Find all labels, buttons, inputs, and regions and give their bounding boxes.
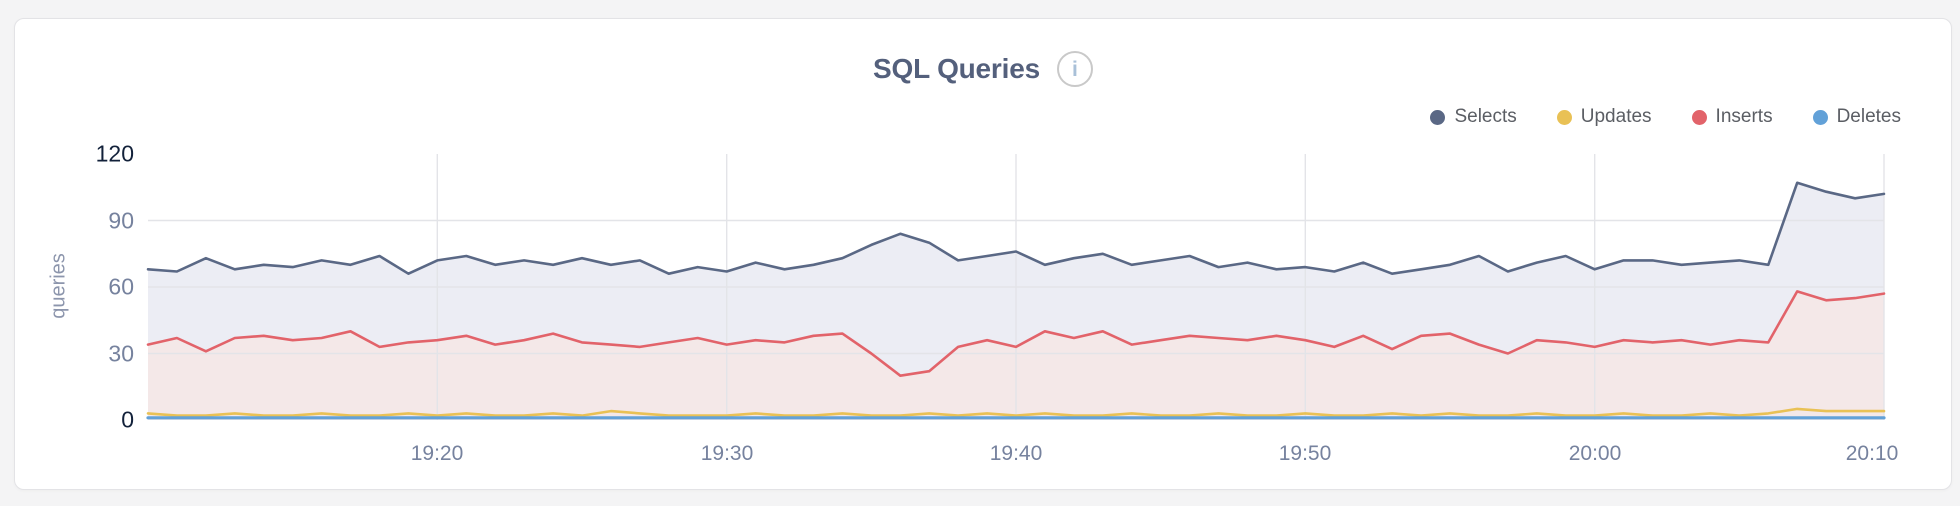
legend-item-selects[interactable]: Selects <box>1430 106 1517 128</box>
legend-label-inserts: Inserts <box>1715 106 1773 127</box>
sql-queries-panel: SQL Queries i Selects Updates Inserts De… <box>14 18 1952 490</box>
y-tick-label-120: 120 <box>95 140 134 167</box>
line-inserts <box>146 290 1886 377</box>
legend-label-updates: Updates <box>1580 106 1652 127</box>
legend-item-deletes[interactable]: Deletes <box>1812 106 1901 128</box>
chart-legend: Selects Updates Inserts Deletes <box>1430 106 1901 128</box>
x-tick-label-1950: 19:50 <box>1278 442 1332 465</box>
legend-item-inserts[interactable]: Inserts <box>1691 106 1773 128</box>
x-tick-label-1940: 19:40 <box>989 442 1043 465</box>
x-tick-label-1930: 19:30 <box>700 442 754 465</box>
y-tick-label-30: 30 <box>108 340 134 366</box>
y-tick-label-0: 0 <box>121 406 134 433</box>
line-updates <box>146 407 1886 417</box>
legend-item-updates[interactable]: Updates <box>1556 106 1652 128</box>
y-tick-label-60: 60 <box>108 273 134 300</box>
legend-dot-inserts <box>1691 109 1707 125</box>
legend-label-selects: Selects <box>1454 106 1517 127</box>
chart-plot <box>146 154 1886 420</box>
line-selects <box>146 181 1886 275</box>
x-tick-label-2000: 20:00 <box>1568 442 1622 465</box>
legend-dot-updates <box>1556 109 1572 125</box>
legend-label-deletes: Deletes <box>1836 106 1901 127</box>
y-tick-label-90: 90 <box>108 207 134 233</box>
x-tick-label-1920: 19:20 <box>410 442 464 465</box>
info-icon[interactable]: i <box>1056 51 1093 87</box>
legend-dot-deletes <box>1812 109 1828 125</box>
info-icon-glyph: i <box>1072 57 1078 81</box>
x-tick-label-2010: 20:10 <box>1845 442 1899 465</box>
legend-dot-selects <box>1430 109 1446 125</box>
